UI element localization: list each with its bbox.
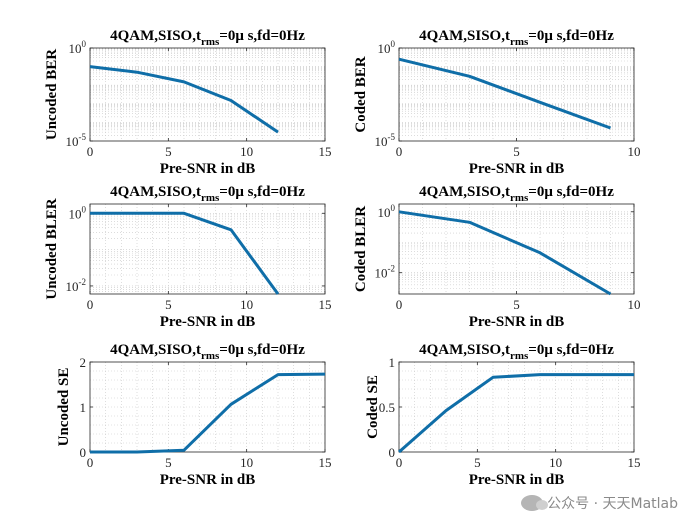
- x-axis-label: Pre-SNR in dB: [160, 472, 256, 488]
- x-tick-label: 0: [396, 455, 403, 470]
- x-tick-label: 0: [87, 297, 94, 312]
- x-axis-label: Pre-SNR in dB: [469, 314, 565, 330]
- y-tick-label: 100: [69, 39, 87, 56]
- subplot-1: 0 5 10 15 10-5 100 4QAM,SISO,trms=0μ s,fd=0Hz P…: [44, 28, 332, 177]
- y-tick-label: 100: [69, 204, 87, 221]
- subplot-6: 0 5 10 15 0 0.5 1 4QAM,SISO,trms=0μ s,fd=0Hz Pre…: [365, 342, 641, 488]
- series-line: [398, 57, 612, 130]
- x-axis-label: Pre-SNR in dB: [469, 161, 565, 177]
- y-axis-label: Uncoded BLER: [44, 198, 60, 299]
- subplot-3: 0 5 10 15 10-2 100 4QAM,SISO,trms=0μ s,fd=0Hz P…: [44, 184, 332, 330]
- watermark: 公众号 · 天天Matlab: [521, 493, 678, 513]
- y-axis-label: Uncoded SE: [56, 368, 72, 447]
- y-tick-label: 1: [80, 400, 87, 415]
- wechat-icon: [521, 495, 549, 511]
- subplot-title: 4QAM,SISO,trms=0μ s,fd=0Hz: [110, 342, 305, 362]
- x-tick-label: 10: [240, 455, 253, 470]
- axes-frame: [89, 47, 326, 142]
- grid: [90, 48, 325, 141]
- x-tick-label: 0: [396, 297, 403, 312]
- x-tick-label: 5: [474, 455, 481, 470]
- x-axis-label: Pre-SNR in dB: [160, 314, 256, 330]
- x-tick-label: 5: [165, 297, 172, 312]
- watermark-text: 公众号 · 天天Matlab: [547, 496, 678, 512]
- y-tick-label: 10-5: [66, 132, 87, 149]
- x-tick-label: 0: [396, 144, 403, 159]
- plot-area: [90, 204, 325, 294]
- subplot-title: 4QAM,SISO,trms=0μ s,fd=0Hz: [419, 184, 614, 204]
- y-tick-label: 100: [378, 39, 396, 56]
- subplot-5: 0 5 10 15 0 1 2 4QAM,SISO,trms=0μ s,fd=0Hz Pre-S…: [56, 342, 332, 488]
- x-tick-label: 5: [513, 144, 520, 159]
- series-line: [398, 210, 612, 296]
- y-tick-label: 0.5: [379, 400, 395, 415]
- x-tick-label: 10: [549, 455, 562, 470]
- series-line: [90, 372, 326, 454]
- y-tick-label: 1: [389, 355, 396, 370]
- grid: [399, 362, 634, 452]
- series-line: [398, 373, 634, 454]
- series-line: [89, 65, 279, 134]
- subplot-4: 0 5 10 10-2 100 4QAM,SISO,trms=0μ s,fd=0Hz Pre…: [353, 184, 641, 330]
- x-tick-label: 10: [240, 144, 253, 159]
- y-tick-label: 10-5: [375, 132, 396, 149]
- grid: [90, 204, 325, 294]
- subplot-title: 4QAM,SISO,trms=0μ s,fd=0Hz: [419, 342, 614, 362]
- grid: [399, 204, 634, 294]
- x-axis-label: Pre-SNR in dB: [160, 161, 256, 177]
- subplot-title: 4QAM,SISO,trms=0μ s,fd=0Hz: [419, 28, 614, 48]
- x-tick-label: 5: [513, 297, 520, 312]
- x-tick-label: 0: [87, 455, 94, 470]
- x-tick-label: 15: [319, 455, 332, 470]
- x-tick-label: 0: [87, 144, 94, 159]
- x-tick-label: 15: [319, 144, 332, 159]
- grid: [90, 362, 325, 452]
- y-tick-label: 10-2: [66, 277, 87, 294]
- y-axis-label: Coded BER: [353, 56, 369, 132]
- x-tick-label: 10: [240, 297, 253, 312]
- axes-frame: [89, 203, 326, 295]
- x-tick-label: 15: [628, 455, 641, 470]
- series-line: [90, 211, 280, 295]
- y-tick-label: 100: [378, 203, 396, 220]
- y-axis-label: Uncoded BER: [44, 49, 60, 140]
- y-axis-label: Coded SE: [365, 375, 381, 439]
- x-tick-label: 15: [319, 297, 332, 312]
- y-tick-label: 10-2: [375, 264, 396, 281]
- subplot-title: 4QAM,SISO,trms=0μ s,fd=0Hz: [110, 28, 305, 48]
- x-axis-label: Pre-SNR in dB: [469, 472, 565, 488]
- x-tick-label: 10: [628, 144, 641, 159]
- y-tick-label: 0: [389, 445, 396, 460]
- y-axis-label: Coded BLER: [353, 206, 369, 292]
- subplot-2: 0 5 10 10-5 100 4QAM,SISO,trms=0μ s,fd=0Hz Pre…: [353, 28, 641, 177]
- y-tick-label: 2: [80, 355, 87, 370]
- x-tick-label: 5: [165, 455, 172, 470]
- subplot-title: 4QAM,SISO,trms=0μ s,fd=0Hz: [110, 184, 305, 204]
- x-tick-label: 5: [165, 144, 172, 159]
- plot-area: [90, 48, 325, 141]
- x-tick-label: 10: [628, 297, 641, 312]
- y-tick-label: 0: [80, 445, 87, 460]
